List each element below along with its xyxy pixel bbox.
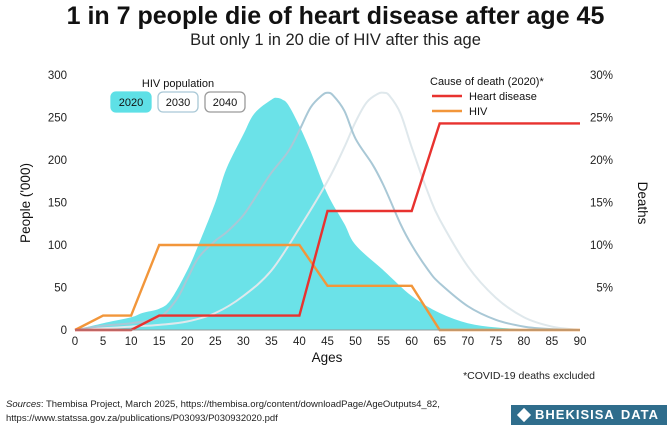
series-line-heart-disease — [75, 122, 580, 332]
y-left-tick-label: 50 — [54, 283, 67, 295]
series-line-2040 — [74, 91, 581, 331]
series-line-hiv — [74, 243, 580, 332]
y-left-tick-label: 100 — [48, 240, 67, 252]
brand-logo-icon — [516, 407, 532, 423]
y-right-tick-label: 10% — [590, 240, 613, 252]
y-axis-left-label: People ('000) — [18, 163, 33, 243]
chart-marks — [74, 91, 581, 332]
sources-label: Sources — [6, 399, 41, 410]
x-axis-label: Ages — [312, 350, 343, 365]
year-toggle-label: 2020 — [119, 97, 143, 109]
legend-entry-label: HIV — [469, 106, 488, 118]
chart-svg: 0 5 10 15 20 25 30 35 40 45 50 55 60 65 70 75 80 85 90 0 50 1… — [18, 70, 650, 365]
sources-text: : Thembisa Project, March 2025, https://… — [6, 399, 440, 424]
legend-title-hiv-population: HIV population — [142, 78, 214, 90]
x-tick-label: 25 — [209, 336, 222, 348]
year-toggle-2040[interactable]: 2040 — [204, 91, 246, 113]
x-tick-label: 50 — [349, 336, 362, 348]
y-left-tick-label: 300 — [48, 70, 67, 82]
year-toggle-2020[interactable]: 2020 — [110, 91, 152, 113]
x-tick-label: 55 — [377, 336, 390, 348]
brand-label: BHEKISISA — [535, 407, 615, 422]
brand-suffix: DATA — [620, 407, 659, 422]
legend-hiv-population: HIV population 2020 2030 2040 — [110, 78, 246, 113]
y-right-tick-label: 25% — [590, 113, 613, 125]
brand-badge[interactable]: BHEKISISA DATA — [511, 405, 667, 425]
x-tick-label: 70 — [461, 336, 474, 348]
x-tick-label: 20 — [181, 336, 194, 348]
y-right-tick-label: 20% — [590, 155, 613, 167]
x-tick-label: 60 — [405, 336, 418, 348]
year-toggle-label: 2030 — [166, 97, 190, 109]
y-left-tick-label: 150 — [48, 198, 67, 210]
y-axis-right-label: Deaths — [635, 182, 650, 225]
y-right-tick-label: 5% — [596, 283, 613, 295]
year-toggle-box — [110, 91, 152, 113]
y-left-tick-label: 250 — [48, 113, 67, 125]
year-toggle-box — [204, 91, 246, 113]
chart-title: 1 in 7 people die of heart disease after… — [66, 2, 605, 30]
legend-cause-of-death: Cause of death (2020)* Heart disease HIV — [430, 76, 544, 118]
year-toggle-label: 2040 — [213, 97, 237, 109]
x-tick-label: 80 — [517, 336, 530, 348]
y-right-tick-label: 15% — [590, 198, 613, 210]
x-tick-label: 45 — [321, 336, 334, 348]
chart-axes: 0 5 10 15 20 25 30 35 40 45 50 55 60 65 70 75 80 85 90 0 50 1… — [48, 70, 613, 348]
year-toggle-2030[interactable]: 2030 — [157, 91, 199, 113]
x-tick-label: 65 — [433, 336, 446, 348]
footnote: *COVID-19 deaths excluded — [463, 370, 595, 382]
x-tick-label: 90 — [574, 336, 587, 348]
sources: Sources: Thembisa Project, March 2025, h… — [6, 398, 486, 426]
x-tick-label: 0 — [72, 336, 78, 348]
chart-subtitle: But only 1 in 20 die of HIV after this a… — [190, 31, 481, 49]
y-left-tick-label: 200 — [48, 155, 67, 167]
year-toggle-box — [157, 91, 199, 113]
legend-entry-label: Heart disease — [469, 91, 537, 103]
y-left-tick-label: 0 — [61, 325, 67, 337]
x-tick-label: 35 — [265, 336, 278, 348]
legend-title-cause-of-death: Cause of death (2020)* — [430, 76, 544, 88]
x-tick-label: 10 — [125, 336, 138, 348]
y-right-tick-label: 30% — [590, 70, 613, 82]
x-tick-label: 85 — [546, 336, 559, 348]
x-tick-label: 15 — [153, 336, 166, 348]
x-tick-label: 75 — [489, 336, 502, 348]
series-line-2030 — [74, 91, 581, 331]
x-tick-label: 5 — [100, 336, 106, 348]
x-tick-label: 30 — [237, 336, 250, 348]
x-tick-label: 40 — [293, 336, 306, 348]
